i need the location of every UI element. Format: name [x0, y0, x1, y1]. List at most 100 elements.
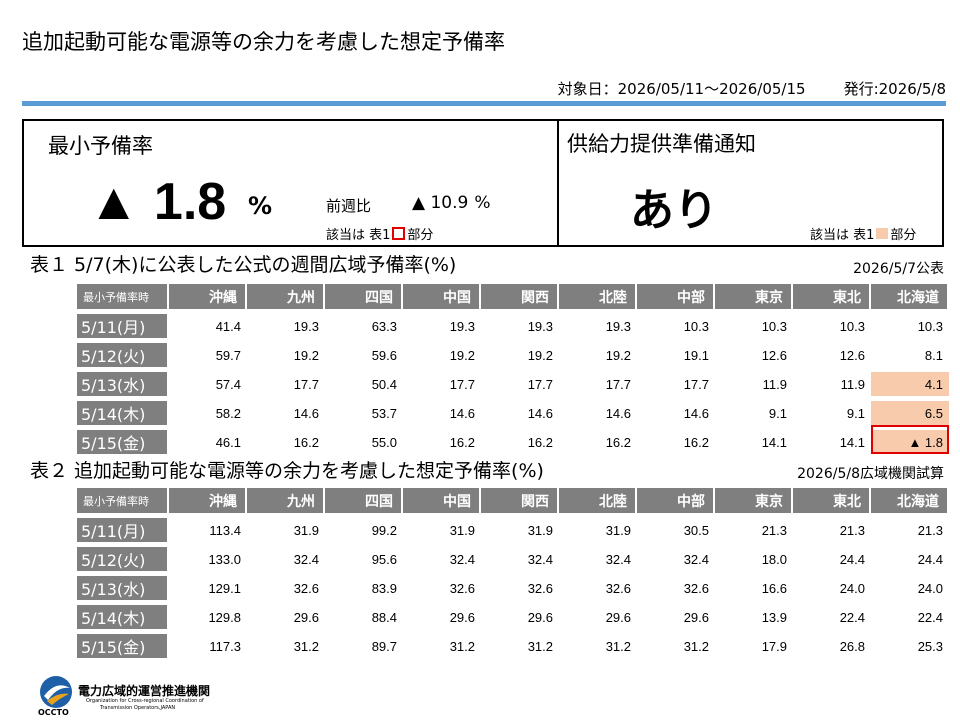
table-cell: 10.3 [871, 309, 949, 338]
row-header-date: 5/12(火) [77, 338, 169, 367]
table-cell: 21.3 [871, 513, 949, 542]
table-cell: 113.4 [169, 513, 247, 542]
issue-date: 発行:2026/5/8 [843, 80, 946, 98]
column-header: 中部 [637, 488, 715, 513]
table-cell: 32.6 [481, 571, 559, 600]
table-cell: 24.4 [871, 542, 949, 571]
occto-logo-icon [40, 676, 72, 708]
table-cell: 24.0 [793, 571, 871, 600]
table-cell: 31.9 [559, 513, 637, 542]
table-cell: 29.6 [637, 600, 715, 629]
table-cell: 10.3 [793, 309, 871, 338]
table-cell: 19.3 [247, 309, 325, 338]
column-header: 四国 [325, 488, 403, 513]
row-header-date: 5/14(木) [77, 600, 169, 629]
table-cell: 19.2 [481, 338, 559, 367]
row-header-date: 5/14(木) [77, 396, 169, 425]
table-cell: 22.4 [871, 600, 949, 629]
table-row: 5/12(火) 59.7 19.2 59.6 19.2 19.2 19.2 19.1 12.6 1… [77, 338, 949, 367]
target-period: 対象日：2026/05/11～2026/05/15 [557, 80, 806, 98]
table-cell: 83.9 [325, 571, 403, 600]
table-row: 5/11(月) 113.4 31.9 99.2 31.9 31.9 31.9 30.5 21.3… [77, 513, 949, 542]
table-cell: 12.6 [715, 338, 793, 367]
table-row: 5/13(水) 57.4 17.7 50.4 17.7 17.7 17.7 17.7 11.9 1… [77, 367, 949, 396]
table-header-row: 最小予備率時 沖縄 九州 四国 中国 関西 北陸 中部 東京 東北 北海道 [77, 284, 949, 309]
table2-adjusted-reserve: 最小予備率時 沖縄 九州 四国 中国 関西 北陸 中部 東京 東北 北海道 5/11(月) 113.4… [77, 488, 949, 658]
table-cell: 59.6 [325, 338, 403, 367]
table-cell: 8.1 [871, 338, 949, 367]
table-cell: 11.9 [715, 367, 793, 396]
table-cell: 19.3 [559, 309, 637, 338]
min-reserve-unit: % [248, 192, 273, 220]
note-suffix: 部分 [890, 228, 917, 243]
table-cell: 11.9 [793, 367, 871, 396]
table-cell: 16.2 [559, 425, 637, 454]
table-cell: 14.6 [403, 396, 481, 425]
column-header: 東京 [715, 284, 793, 309]
table-cell: 29.6 [403, 600, 481, 629]
column-header: 沖縄 [169, 284, 247, 309]
week-over-week-label: 前週比 [326, 197, 372, 215]
logo-japanese: 電力広域的運営推進機関 [78, 684, 211, 698]
table-cell: 16.2 [247, 425, 325, 454]
table-cell: 26.8 [793, 629, 871, 658]
column-header: 関西 [481, 488, 559, 513]
table-cell: 10.3 [715, 309, 793, 338]
header-rule [22, 101, 946, 106]
table-row: 5/14(木) 58.2 14.6 53.7 14.6 14.6 14.6 14.6 9.1 9.… [77, 396, 949, 425]
table-cell: 129.8 [169, 600, 247, 629]
table-cell: 29.6 [559, 600, 637, 629]
table-cell: 32.4 [403, 542, 481, 571]
table-cell: 31.2 [637, 629, 715, 658]
table-cell: 32.4 [481, 542, 559, 571]
table-cell: 4.1 [871, 367, 949, 396]
table-cell: 19.2 [247, 338, 325, 367]
row-header-date: 5/13(水) [77, 367, 169, 396]
table-cell: 19.3 [481, 309, 559, 338]
table-cell: 30.5 [637, 513, 715, 542]
table-cell: 13.9 [715, 600, 793, 629]
table-cell: 24.0 [871, 571, 949, 600]
wow-number: ▲ 10.9 [412, 193, 469, 213]
table-cell: 32.6 [559, 571, 637, 600]
column-header: 九州 [247, 284, 325, 309]
table-row: 5/11(月) 41.4 19.3 63.3 19.3 19.3 19.3 10.3 10.3 1… [77, 309, 949, 338]
report-meta: 対象日：2026/05/11～2026/05/15 発行:2026/5/8 [558, 78, 946, 99]
table-cell: 29.6 [481, 600, 559, 629]
note-prefix: 該当は 表1 [810, 228, 875, 243]
table-cell: 57.4 [169, 367, 247, 396]
table-cell: 14.1 [793, 425, 871, 454]
table-cell: 19.2 [403, 338, 481, 367]
logo-english-line1: Organization for Cross-regional Coordina… [86, 698, 204, 704]
table-cell: 24.4 [793, 542, 871, 571]
table-cell: 19.3 [403, 309, 481, 338]
pink-square-icon [876, 228, 889, 239]
column-header: 中国 [403, 284, 481, 309]
table1-weekly-reserve: 最小予備率時 沖縄 九州 四国 中国 関西 北陸 中部 東京 東北 北海道 5/11(月) 41.4 1… [77, 284, 949, 454]
table-cell: 17.7 [481, 367, 559, 396]
table-cell: 16.2 [481, 425, 559, 454]
table-cell: 9.1 [715, 396, 793, 425]
table1-date: 2026/5/7公表 [853, 261, 944, 277]
corner-header: 最小予備率時 [77, 488, 169, 513]
table-cell: 31.2 [403, 629, 481, 658]
summary-divider [557, 119, 559, 247]
note-prefix: 該当は 表1 [326, 228, 391, 243]
table-cell: 95.6 [325, 542, 403, 571]
min-reserve-note: 該当は 表1 部分 [326, 224, 433, 243]
table-cell: 59.7 [169, 338, 247, 367]
column-header: 中国 [403, 488, 481, 513]
table-cell: 32.6 [637, 571, 715, 600]
column-header: 中部 [637, 284, 715, 309]
table-cell: 16.6 [715, 571, 793, 600]
table-cell: 14.6 [559, 396, 637, 425]
table-cell: 25.3 [871, 629, 949, 658]
column-header: 東北 [793, 284, 871, 309]
table-cell: 55.0 [325, 425, 403, 454]
table-cell: 31.9 [403, 513, 481, 542]
table-cell: 6.5 [871, 396, 949, 425]
table-cell: 32.4 [637, 542, 715, 571]
table-cell: 14.6 [247, 396, 325, 425]
column-header: 関西 [481, 284, 559, 309]
column-header: 東京 [715, 488, 793, 513]
